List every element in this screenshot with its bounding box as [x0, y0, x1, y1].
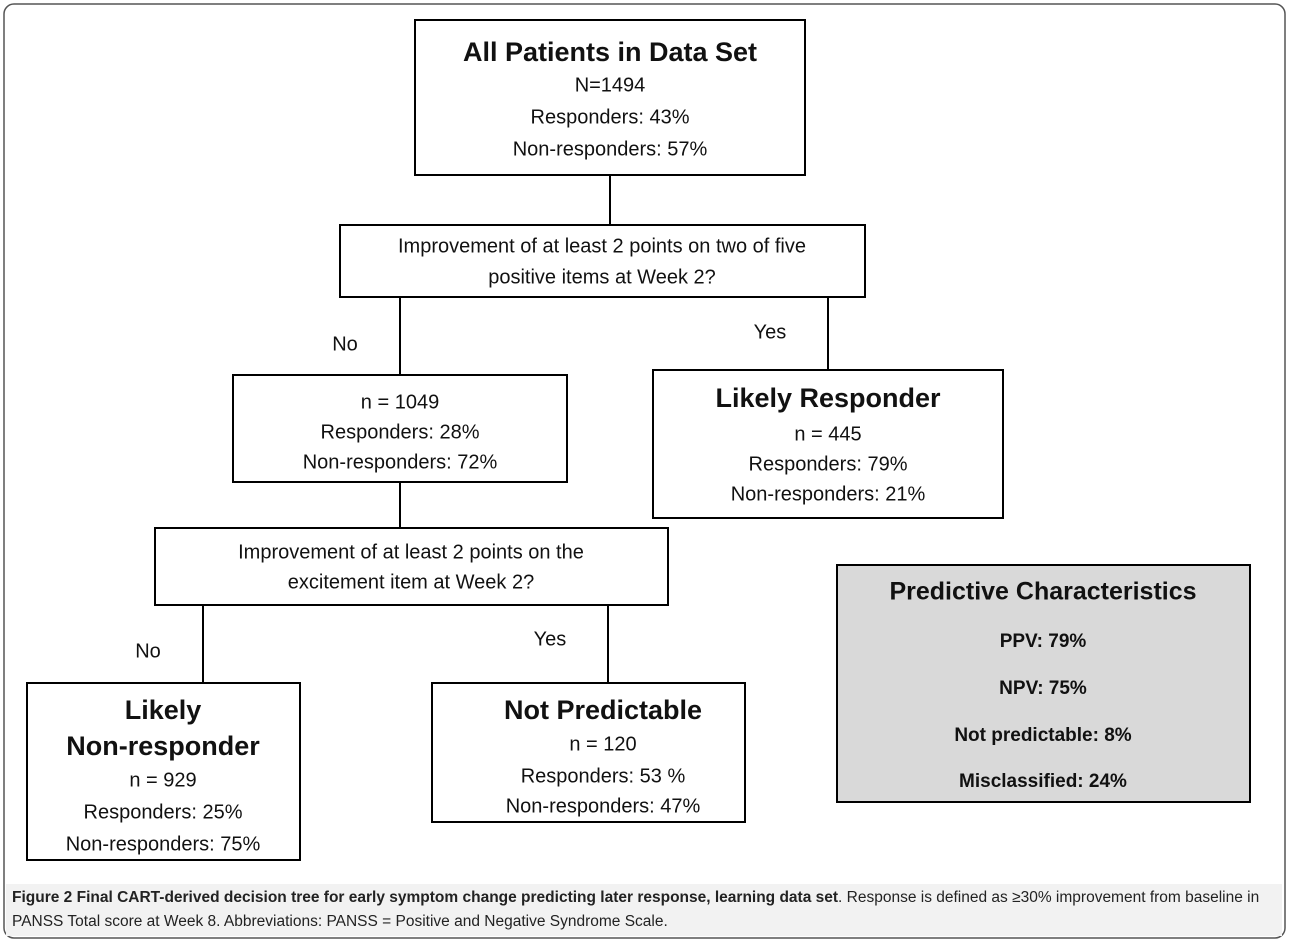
- node-line: Responders: 79%: [749, 453, 908, 475]
- predictive-item: Not predictable: 8%: [954, 725, 1131, 746]
- node-box: [652, 369, 1004, 519]
- predictive-title: Predictive Characteristics: [889, 578, 1196, 606]
- node-title: Not Predictable: [504, 695, 702, 725]
- node-line: Responders: 43%: [531, 106, 690, 128]
- predictive-item: NPV: 75%: [999, 678, 1087, 699]
- question-line: Improvement of at least 2 points on two …: [398, 235, 806, 257]
- predictive-item: Misclassified: 24%: [959, 771, 1127, 792]
- node-line: n = 445: [794, 423, 861, 445]
- node-box: [26, 682, 301, 861]
- node-box: [232, 374, 568, 483]
- node-title: Non-responder: [66, 731, 260, 761]
- node-line: n = 1049: [361, 391, 439, 413]
- caption-title: Final CART-derived decision tree for ear…: [76, 889, 839, 906]
- node-title: All Patients in Data Set: [463, 37, 757, 67]
- node-line: Non-responders: 75%: [66, 833, 261, 855]
- node-line: n = 120: [569, 733, 636, 755]
- node-line: Non-responders: 21%: [731, 483, 926, 505]
- node-line: n = 929: [129, 769, 196, 791]
- question-line: excitement item at Week 2?: [288, 571, 534, 593]
- edge-label: No: [135, 640, 161, 662]
- node-title: Likely Responder: [715, 383, 941, 413]
- node-title: Likely: [125, 695, 202, 725]
- node-line: Responders: 53 %: [521, 765, 686, 787]
- caption-label: Figure 2: [12, 889, 73, 906]
- frame: [3, 3, 1286, 939]
- node-line: Non-responders: 72%: [303, 451, 498, 473]
- node-box: [431, 682, 746, 823]
- question-box: [154, 527, 669, 606]
- predictive-item: PPV: 79%: [1000, 631, 1087, 652]
- question-line: positive items at Week 2?: [488, 266, 716, 288]
- caption: Figure 2 Final CART-derived decision tre…: [6, 884, 1282, 936]
- node-box: [414, 19, 806, 176]
- question-line: Improvement of at least 2 points on the: [238, 541, 584, 563]
- edge-label: Yes: [534, 628, 567, 650]
- node-line: Responders: 25%: [84, 801, 243, 823]
- node-line: N=1494: [575, 74, 646, 96]
- node-line: Non-responders: 47%: [506, 795, 701, 817]
- node-line: Non-responders: 57%: [513, 138, 708, 160]
- edge-label: Yes: [754, 321, 787, 343]
- edge-label: No: [332, 333, 358, 355]
- node-line: Responders: 28%: [321, 421, 480, 443]
- question-box: [339, 224, 866, 298]
- caption-text: . Response is defined as ≥30% improvemen…: [12, 889, 1260, 930]
- predictive-box: [836, 564, 1251, 803]
